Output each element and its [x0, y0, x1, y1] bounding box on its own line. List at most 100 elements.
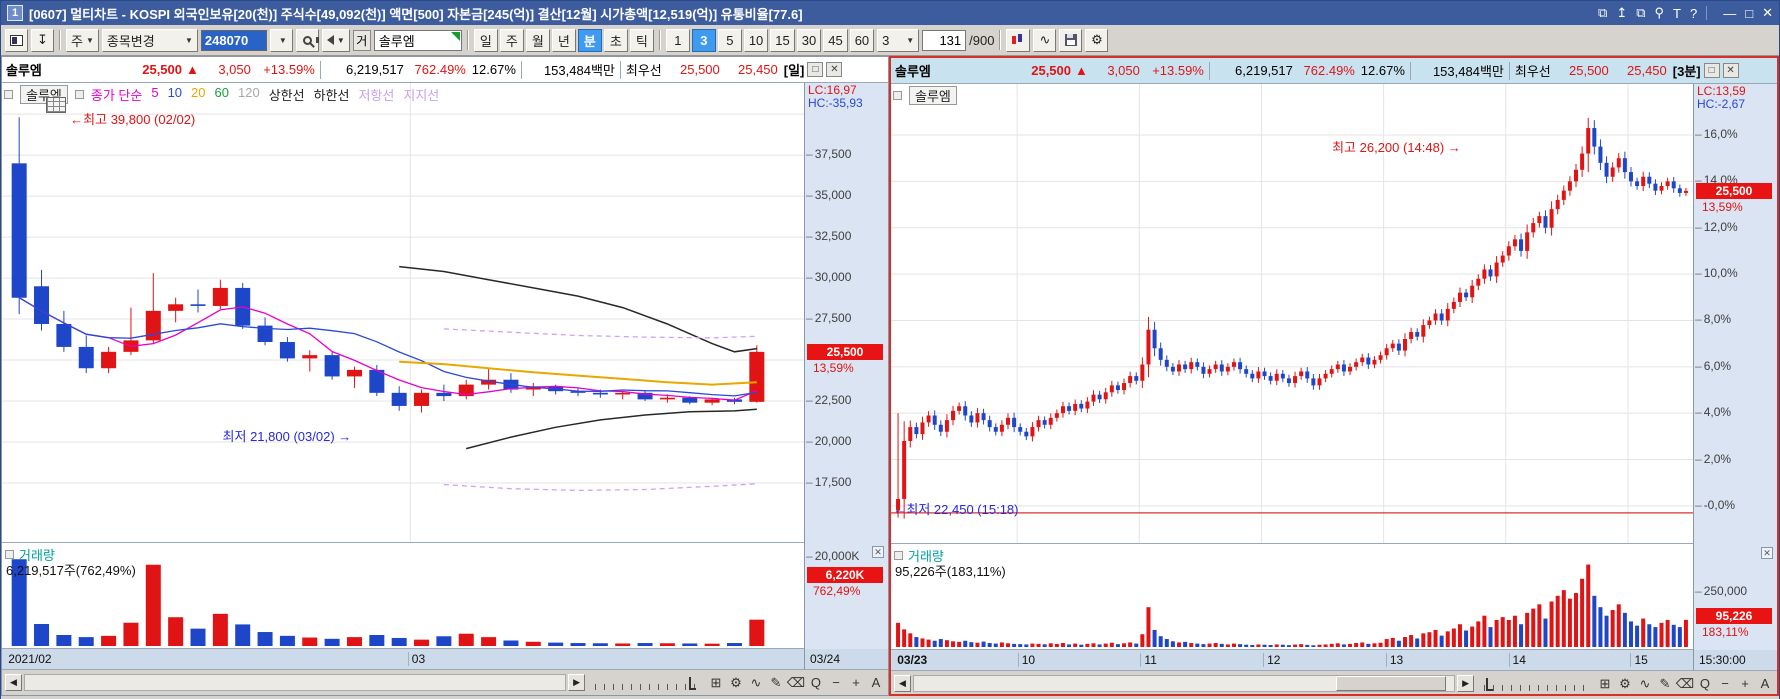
symbol-change-dropdown[interactable]: 종목변경 ▼ — [101, 28, 198, 52]
panel-header: 솔루엠 25,500 ▲ 3,050 +13.59% 6,219,517 762… — [891, 58, 1777, 84]
grid-chart-icon[interactable]: ⊞ — [710, 674, 722, 690]
interval-button-15[interactable]: 15 — [770, 28, 795, 52]
period-button-초[interactable]: 초 — [603, 28, 628, 52]
drag-handle-icon[interactable] — [5, 550, 14, 559]
chart-canvas — [891, 84, 1693, 543]
add-indicator-button[interactable]: ∿ — [1033, 28, 1057, 52]
stock-name-field[interactable]: 솔루엠 — [373, 29, 462, 51]
panel-restore-button[interactable]: □ — [1703, 63, 1720, 78]
interval-button-10[interactable]: 10 — [743, 28, 769, 52]
screen-switch-button[interactable] — [5, 28, 28, 52]
eraser-icon[interactable]: ⌫ — [1675, 675, 1695, 691]
font-size-icon[interactable]: T — [1673, 5, 1681, 21]
zoom-icon[interactable]: Q — [1699, 676, 1711, 691]
slider-handle[interactable] — [688, 677, 696, 690]
period-button-년[interactable]: 년 — [551, 28, 576, 52]
price-axis[interactable]: LC:16,97 HC:-35,93 37,500 35,000 32,500 30,… — [804, 83, 888, 543]
period-button-일[interactable]: 일 — [473, 28, 498, 52]
period-button-분[interactable]: 분 — [577, 28, 602, 52]
interval-button-1[interactable]: 1 — [665, 28, 690, 52]
scroll-right-button[interactable]: ▶ — [568, 674, 586, 691]
price-chart-daily[interactable]: 솔루엠 종가 단순 5 10 20 60 120 상한선 하한선 저항선 지지선 ←최고 39,8… — [2, 83, 804, 543]
volume-chart-3min[interactable]: 거래량 95,226주(183,11%) — [891, 544, 1693, 650]
chart-panel-daily[interactable]: 솔루엠 25,500 ▲ 3,050 +13.59% 6,219,517 762… — [1, 56, 889, 696]
drag-handle-icon[interactable] — [74, 90, 84, 99]
zoom-out-icon[interactable]: − — [832, 675, 840, 690]
stock-tag[interactable]: 솔루엠 — [909, 86, 957, 105]
eraser-icon[interactable]: ⌫ — [786, 674, 806, 690]
drag-handle-icon[interactable] — [4, 90, 13, 99]
interval-button-3[interactable]: 3 — [691, 28, 716, 52]
bar-width-slider[interactable] — [1484, 676, 1587, 691]
chart-settings-button[interactable]: ⚙ — [1085, 28, 1109, 52]
settings-icon[interactable]: ⚙ — [1619, 675, 1631, 691]
zoom-out-icon[interactable]: − — [1721, 676, 1729, 691]
minimize-icon[interactable]: — — [1723, 5, 1737, 21]
order-grid-icon[interactable] — [46, 97, 66, 113]
chart-panel-3min[interactable]: 솔루엠 25,500 ▲ 3,050 +13.59% 6,219,517 762… — [889, 56, 1779, 696]
scrollbar-thumb[interactable] — [1336, 676, 1447, 691]
add-candle-button[interactable] — [1006, 28, 1031, 52]
price-axis[interactable]: LC:13,59 HC:-2,67 16,0%14,0%12,0%10,0%8,… — [1693, 84, 1777, 544]
slider-handle[interactable] — [1486, 678, 1494, 691]
scroll-left-button[interactable]: ◀ — [894, 675, 911, 692]
zoom-in-icon[interactable]: + — [1741, 676, 1749, 691]
y-axis-tick: 17,500 — [806, 475, 852, 489]
zoom-in-icon[interactable]: + — [852, 675, 860, 690]
indicator-icon[interactable]: ∿ — [1639, 675, 1651, 691]
bar-width-slider[interactable] — [595, 675, 698, 690]
period-button-주[interactable]: 주 — [499, 28, 524, 52]
sound-button[interactable]: ▼ — [315, 28, 350, 52]
interval-select[interactable]: 3 ▼ — [877, 28, 920, 52]
legend-item: 지지선 — [403, 88, 440, 103]
last-date-cell: 03/24 — [804, 649, 888, 670]
interval-button-60[interactable]: 60 — [849, 28, 875, 52]
scrollbar-track[interactable] — [912, 675, 1456, 692]
code-dropdown-button[interactable]: ▼ — [269, 28, 293, 52]
save-chart-button[interactable] — [1059, 28, 1083, 52]
panel-close-button[interactable]: ✕ — [1722, 63, 1739, 78]
bar-count-input[interactable]: 131 — [922, 29, 967, 51]
panel-restore-button[interactable]: □ — [807, 62, 824, 77]
period-button-월[interactable]: 월 — [525, 28, 550, 52]
scroll-left-button[interactable]: ◀ — [5, 674, 22, 691]
close-icon[interactable]: ✕ — [1762, 5, 1773, 20]
market-type-dropdown[interactable]: 주 ▼ — [66, 28, 99, 52]
trendline-icon[interactable]: ✎ — [770, 674, 782, 690]
zoom-icon[interactable]: Q — [810, 675, 822, 690]
symbol-code-input[interactable]: 248070 — [200, 29, 267, 51]
grid-chart-icon[interactable]: ⊞ — [1599, 675, 1611, 691]
scroll-right-button[interactable]: ▶ — [1457, 675, 1475, 692]
volume-label: 거래량 — [908, 549, 944, 564]
close-pane-icon[interactable]: ✕ — [1761, 547, 1773, 559]
popup-icon[interactable]: ⧉ — [1598, 5, 1608, 20]
indicator-icon[interactable]: ∿ — [750, 674, 762, 690]
period-button-틱[interactable]: 틱 — [629, 28, 654, 52]
interval-button-45[interactable]: 45 — [823, 28, 848, 52]
drag-handle-icon[interactable] — [894, 551, 903, 560]
close-pane-icon[interactable]: ✕ — [872, 546, 884, 558]
price-chart-3min[interactable]: 솔루엠 최고 26,200 (14:48) → ←최저 22,450 (15:18… — [891, 84, 1693, 544]
pin-icon[interactable]: ⚲ — [1654, 5, 1665, 20]
maximize-icon[interactable]: □ — [1745, 5, 1754, 21]
scrollbar-track[interactable] — [23, 674, 567, 691]
window-bottom-edge — [1, 696, 1779, 699]
settings-icon[interactable]: ⚙ — [730, 674, 742, 690]
windows-icon[interactable]: ⧉ — [1636, 5, 1646, 20]
save-down-button[interactable]: ↧ — [31, 28, 54, 52]
drag-handle-icon[interactable] — [893, 91, 902, 100]
auto-size-icon[interactable]: A — [871, 675, 881, 690]
volume-chart-daily[interactable]: 거래량 6,219,517주(762,49%) — [2, 543, 804, 649]
interval-button-30[interactable]: 30 — [796, 28, 822, 52]
trendline-icon[interactable]: ✎ — [1659, 675, 1671, 691]
y-axis-tick: 22,500 — [806, 393, 852, 407]
auto-size-icon[interactable]: A — [1760, 676, 1770, 691]
panel-close-button[interactable]: ✕ — [826, 62, 843, 77]
help-icon[interactable]: ? — [1690, 5, 1698, 21]
pin-top-icon[interactable]: ↥ — [1616, 5, 1628, 20]
title-bar[interactable]: 1 [0607] 멀티차트 - KOSPI 외국인보유[20(천)] 주식수[4… — [1, 1, 1779, 25]
interval-button-5[interactable]: 5 — [717, 28, 742, 52]
